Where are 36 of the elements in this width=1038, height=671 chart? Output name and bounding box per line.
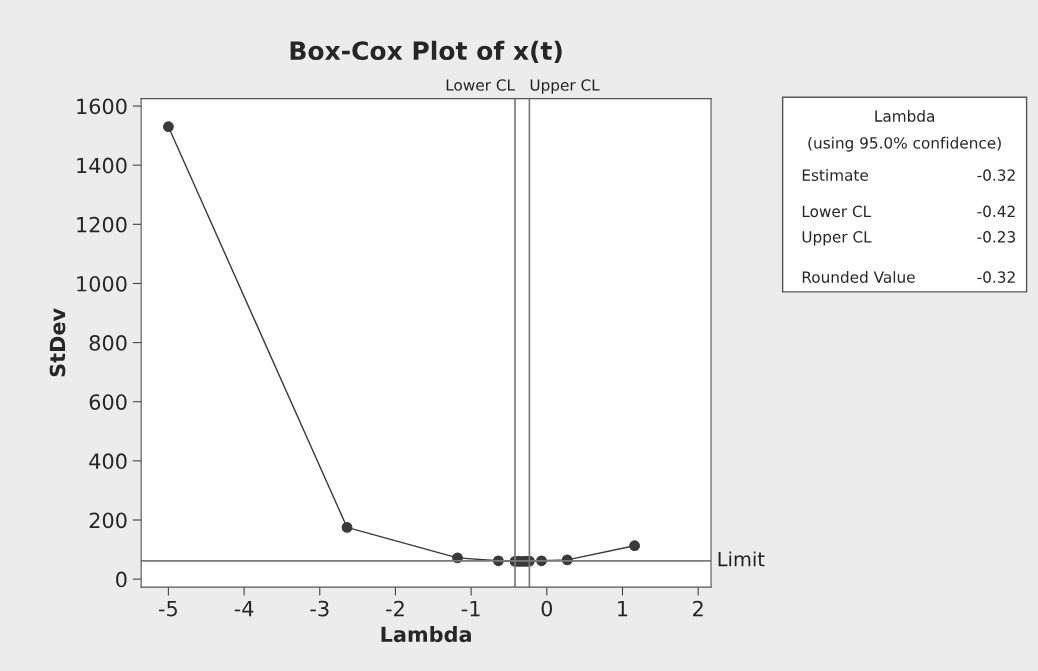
- text: -0.42: [977, 205, 1015, 218]
- text: Upper CL: [802, 231, 872, 246]
- x-tick-label: 0: [541, 600, 553, 617]
- x-tick-label: 1: [618, 600, 628, 617]
- y-axis-title: StDev: [49, 308, 66, 377]
- point: [341, 522, 353, 533]
- y-tick-label: 1600: [77, 98, 127, 115]
- text: Lower CL: [802, 205, 872, 218]
- text: -0.32: [977, 271, 1015, 283]
- text: Lambda: [875, 110, 934, 122]
- y-tick-label: 200: [89, 512, 127, 529]
- ref-line-label: Lower CL: [446, 79, 515, 91]
- point: [629, 540, 640, 552]
- x-axis-title: Lambda: [381, 626, 471, 643]
- text: -0.23: [977, 231, 1015, 243]
- chart-title: Box-Cox Plot of x(t): [290, 40, 562, 64]
- point: [163, 121, 174, 133]
- x-tick-label: -2: [386, 600, 404, 617]
- ref-line-label: Upper CL: [530, 79, 600, 94]
- y-tick-label: 0: [116, 571, 127, 588]
- x-tick-label: 2: [693, 600, 703, 617]
- y-tick-label: 800: [89, 335, 127, 351]
- text: -0.32: [977, 169, 1015, 181]
- x-tick-label: -4: [234, 600, 254, 617]
- y-tick-label: 1400: [77, 157, 127, 174]
- x-tick-label: -1: [461, 600, 480, 617]
- y-tick-label: 1000: [77, 275, 127, 292]
- y-tick-label: 400: [89, 453, 127, 470]
- ref-line-label: Limit: [718, 551, 765, 567]
- text: (using 95.0% confidence): [808, 136, 1001, 152]
- y-tick-label: 1200: [77, 216, 127, 233]
- text: Estimate: [802, 169, 869, 181]
- x-tick-label: -3: [310, 600, 329, 617]
- y-tick-label: 600: [89, 394, 127, 410]
- x-tick-label: -5: [159, 600, 177, 617]
- text: Rounded Value: [802, 271, 915, 283]
